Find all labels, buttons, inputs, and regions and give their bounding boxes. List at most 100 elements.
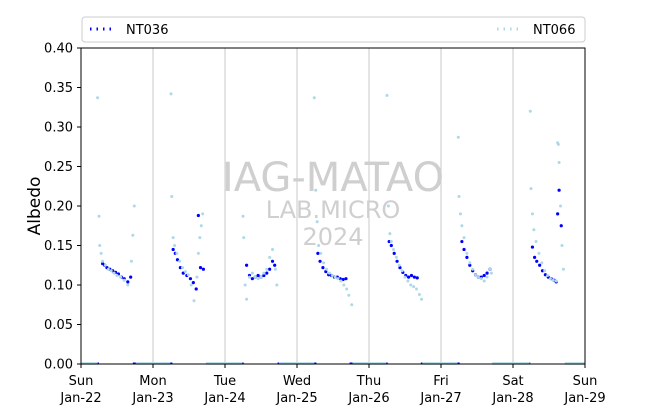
series-0-point-1-7: [191, 281, 195, 285]
series-1-point-5-8: [474, 273, 478, 277]
x-tick-date-0: Jan-22: [59, 391, 101, 406]
series-1-point-2-13: [273, 267, 277, 271]
x-tick-date-4: Jan-26: [347, 391, 389, 406]
x-tick-date-6: Jan-28: [491, 391, 533, 406]
y-tick-label-1: 0.05: [44, 318, 73, 333]
x-tick-day-3: Wed: [283, 374, 311, 389]
series-1-point-5-3: [460, 224, 464, 228]
series-1-point-5-1: [457, 195, 461, 199]
series-1-point-6-10: [551, 278, 555, 282]
series-1-point-2-10: [265, 267, 269, 271]
legend-label-nt036: NT036: [126, 23, 168, 38]
series-1-point-4-8: [403, 275, 407, 279]
series-1-point-4-2: [388, 232, 392, 236]
series-1-point-1-0: [169, 92, 173, 96]
series-1-point-2-7: [256, 277, 260, 281]
series-0-point-0-10: [129, 275, 133, 279]
series-1-point-0-0: [96, 96, 100, 100]
series-0-point-3-0: [316, 251, 320, 255]
watermark-line-1: IAG-MATAO: [222, 155, 444, 201]
series-0-point-0-9: [126, 280, 130, 284]
series-0-point-6-4: [540, 269, 545, 273]
series-1-point-0-1: [97, 214, 101, 218]
series-1-point-1-3: [173, 244, 177, 247]
series-1-point-6-8: [546, 274, 550, 278]
series-1-point-6-1: [529, 187, 533, 191]
series-1-point-2-3: [245, 297, 249, 301]
series-1-point-4-11: [412, 285, 416, 289]
series-0-point-2-4: [256, 273, 260, 278]
series-0-point-4-10: [415, 276, 419, 280]
series-1-point-0-8: [112, 271, 116, 275]
series-1-point-3-14: [347, 293, 351, 297]
series-0-point-1-10: [198, 266, 203, 270]
series-0-point-2-9: [270, 259, 275, 263]
series-1-point-5-6: [468, 261, 472, 265]
legend: NT036 NT066: [81, 16, 586, 43]
series-1-point-5-11: [482, 279, 486, 283]
series-1-point-4-9: [406, 279, 410, 283]
series-1-point-6-15: [559, 204, 563, 208]
series-0-point-4-2: [392, 251, 396, 255]
series-1-point-5-14: [489, 271, 493, 275]
series-1-point-3-3: [317, 244, 321, 247]
series-0-point-2-7: [265, 271, 269, 275]
series-0-point-6-10: [556, 212, 560, 216]
series-1-point-3-10: [336, 277, 340, 281]
series-1-point-3-7: [327, 271, 331, 275]
series-0-point-6-2: [535, 259, 539, 263]
series-0-point-3-10: [344, 277, 348, 281]
series-1-point-3-0: [312, 96, 316, 100]
series-0-point-1-9: [196, 213, 200, 218]
series-0-point-3-3: [324, 269, 328, 274]
series-0-point-4-0: [387, 239, 391, 244]
series-1-point-0-7: [109, 269, 113, 273]
series-1-point-6-4: [534, 240, 538, 244]
series-0-point-6-3: [538, 263, 542, 267]
series-1-point-4-13: [417, 292, 421, 296]
y-tick-label-5: 0.25: [44, 160, 73, 175]
y-tick-label-3: 0.15: [44, 239, 73, 254]
series-0-point-4-4: [398, 266, 402, 270]
legend-box: [81, 16, 586, 43]
series-1-point-4-6: [397, 263, 401, 267]
series-1-point-1-2: [171, 236, 175, 240]
series-1-point-2-11: [268, 255, 272, 259]
series-1-point-4-10: [409, 283, 413, 287]
series-1-point-6-11: [554, 279, 558, 283]
x-tick-day-7: Sun: [573, 374, 598, 389]
series-1-point-6-6: [540, 261, 544, 265]
series-1-point-1-14: [199, 224, 203, 228]
series-1-point-3-4: [319, 251, 323, 255]
series-1-point-2-12: [271, 247, 275, 251]
series-1-point-5-5: [465, 251, 469, 255]
series-1-point-1-4: [175, 251, 179, 255]
series-0-point-5-3: [468, 263, 472, 267]
x-tick-date-5: Jan-27: [419, 391, 461, 406]
x-tick-day-6: Sat: [502, 374, 523, 389]
x-tick-date-7: Jan-29: [563, 391, 605, 406]
series-1-point-1-11: [195, 275, 199, 279]
series-0-point-4-1: [389, 243, 393, 248]
series-0-point-5-2: [465, 255, 469, 259]
series-1-point-4-0: [385, 93, 389, 97]
series-1-point-4-5: [394, 255, 398, 259]
series-0-point-4-3: [395, 259, 399, 263]
series-1-point-2-9: [262, 271, 266, 275]
series-0-point-5-1: [462, 247, 466, 252]
legend-label-nt066: NT066: [533, 23, 575, 38]
x-tick-day-1: Mon: [139, 374, 166, 389]
series-1-point-6-13: [556, 142, 560, 146]
y-tick-label-0: 0.00: [44, 358, 73, 373]
series-1-point-6-7: [543, 269, 547, 273]
series-1-point-3-8: [330, 274, 334, 278]
series-1-point-3-13: [345, 287, 349, 291]
series-1-point-0-15: [132, 204, 136, 208]
series-0-point-6-12: [559, 224, 563, 228]
series-1-point-0-10: [119, 275, 123, 279]
watermark-line-2: LAB.MICRO: [266, 196, 401, 224]
series-1-point-3-2: [315, 220, 319, 224]
series-0-point-5-0: [460, 239, 464, 244]
series-1-point-5-9: [476, 275, 480, 279]
x-tick-date-3: Jan-25: [275, 391, 317, 406]
